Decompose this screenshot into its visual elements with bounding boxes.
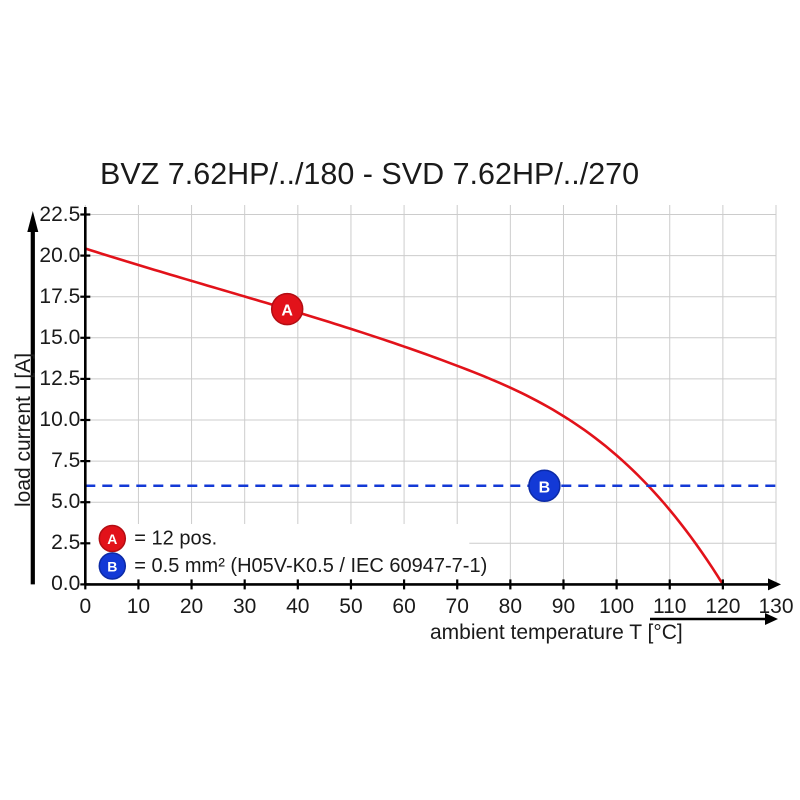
svg-text:A: A (281, 303, 293, 320)
svg-text:10: 10 (127, 595, 150, 618)
svg-text:B: B (539, 479, 551, 496)
svg-text:ambient temperature T [°C]: ambient temperature T [°C] (430, 621, 683, 644)
svg-text:20: 20 (180, 595, 203, 618)
svg-text:110: 110 (653, 595, 686, 618)
svg-text:130: 130 (758, 595, 793, 618)
svg-text:40: 40 (286, 595, 309, 618)
svg-text:20.0: 20.0 (39, 244, 80, 267)
svg-text:= 12 pos.: = 12 pos. (134, 528, 217, 550)
svg-text:120: 120 (705, 595, 740, 618)
svg-text:70: 70 (446, 595, 469, 618)
svg-text:0: 0 (79, 595, 91, 618)
svg-text:80: 80 (499, 595, 522, 618)
svg-text:30: 30 (233, 595, 256, 618)
svg-text:100: 100 (599, 595, 634, 618)
svg-text:5.0: 5.0 (51, 490, 80, 513)
svg-text:60: 60 (392, 595, 415, 618)
svg-text:12.5: 12.5 (39, 367, 80, 390)
svg-text:2.5: 2.5 (51, 531, 80, 554)
svg-text:load current I [A]: load current I [A] (12, 353, 35, 507)
svg-text:B: B (107, 559, 117, 575)
svg-text:= 0.5 mm² (H05V-K0.5 / IEC 609: = 0.5 mm² (H05V-K0.5 / IEC 60947-7-1) (134, 555, 487, 577)
svg-text:50: 50 (339, 595, 362, 618)
svg-text:22.5: 22.5 (39, 203, 80, 226)
svg-text:7.5: 7.5 (51, 449, 80, 472)
svg-text:17.5: 17.5 (39, 285, 80, 308)
svg-text:BVZ 7.62HP/../180 - SVD 7.62HP: BVZ 7.62HP/../180 - SVD 7.62HP/../270 (100, 157, 639, 191)
svg-text:A: A (107, 531, 117, 547)
svg-text:0.0: 0.0 (51, 572, 80, 595)
svg-text:90: 90 (552, 595, 575, 618)
svg-text:10.0: 10.0 (39, 408, 80, 431)
svg-text:15.0: 15.0 (39, 326, 80, 349)
